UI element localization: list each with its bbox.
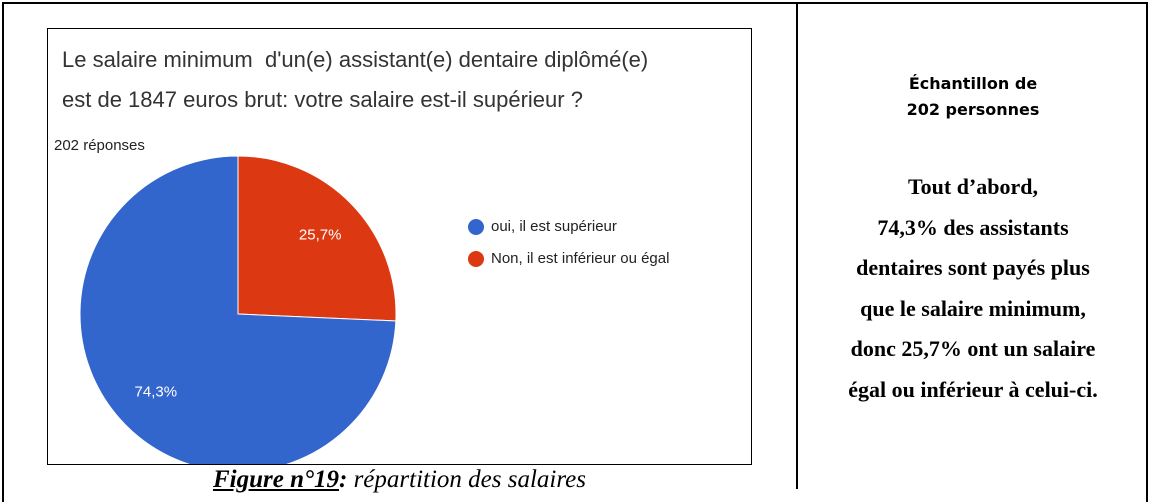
summary-line: Tout d’abord,: [907, 174, 1038, 199]
data-label: 25,7%: [299, 226, 342, 243]
chart-subtitle: 202 réponses: [54, 137, 145, 154]
sample-line: Échantillon de: [908, 74, 1038, 93]
caption-separator: :: [339, 466, 348, 493]
sample-line: 202 personnes: [906, 100, 1040, 119]
figure-caption: Figure n°19: répartition des salaires: [47, 466, 752, 494]
column-divider: [796, 2, 798, 489]
pie-slice: [237, 155, 397, 322]
legend-label: Non, il est inférieur ou égal: [491, 250, 669, 267]
chart-box: Le salaire minimum d'un(e) assistant(e) …: [47, 28, 752, 465]
legend-swatch: [468, 219, 484, 235]
legend-swatch: [468, 251, 484, 267]
data-label: 74,3%: [135, 384, 178, 401]
summary-line: égal ou inférieur à celui-ci.: [848, 376, 1098, 402]
chart-title: Le salaire minimum d'un(e) assistant(e) …: [62, 47, 648, 72]
chart-title: est de 1847 euros brut: votre salaire es…: [62, 87, 583, 112]
legend-label: oui, il est supérieur: [491, 218, 617, 235]
chart: Le salaire minimum d'un(e) assistant(e) …: [54, 47, 669, 464]
pie-slice: [79, 155, 397, 464]
summary-line: dentaires sont payés plus: [856, 255, 1090, 280]
summary-line: 74,3% des assistants: [877, 214, 1069, 240]
summary-line: que le salaire minimum,: [860, 295, 1086, 321]
summary-line: donc 25,7% ont un salaire: [850, 336, 1096, 361]
